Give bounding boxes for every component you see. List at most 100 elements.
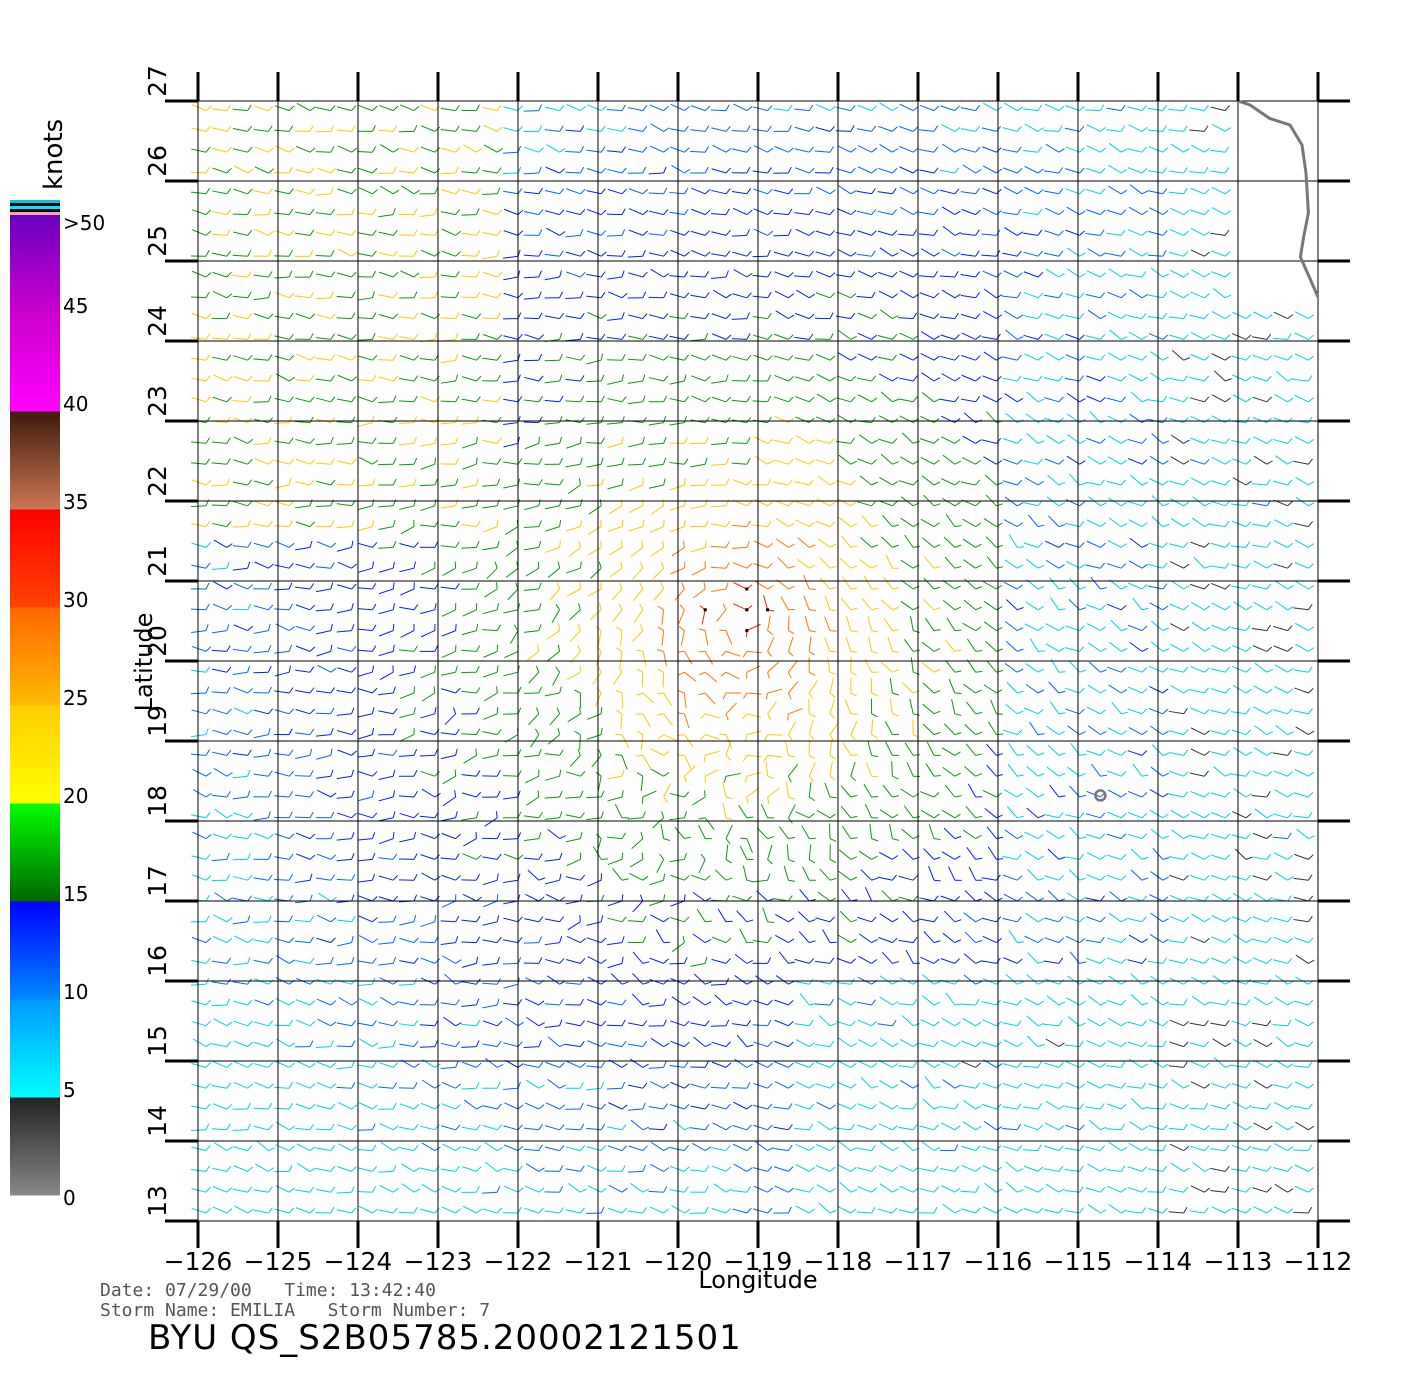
wind-barb	[337, 188, 357, 195]
wind-barb	[1150, 912, 1169, 923]
wind-barb	[482, 354, 502, 361]
wind-barb	[1128, 582, 1148, 590]
wind-barb	[419, 749, 439, 757]
wind-barb	[608, 1184, 628, 1193]
wind-barb	[648, 187, 668, 195]
wind-barb	[965, 805, 983, 819]
wind-barb	[378, 1040, 396, 1049]
wind-barb	[940, 895, 960, 902]
wind-barb	[920, 956, 940, 964]
wind-barb	[440, 104, 460, 112]
wind-barb	[650, 768, 670, 777]
wind-barb	[710, 894, 730, 902]
wind-barb	[399, 1040, 419, 1048]
wind-barb	[586, 271, 606, 278]
wind-barb	[926, 741, 941, 756]
wind-barb	[649, 957, 669, 964]
wind-barb	[461, 541, 480, 549]
wind-barb	[698, 817, 715, 831]
wind-barb	[1003, 581, 1023, 590]
wind-barb	[547, 644, 561, 661]
rain-flag	[745, 587, 749, 591]
wind-barb	[1109, 891, 1128, 902]
colorbar-cap	[10, 209, 60, 212]
wind-barb	[1252, 583, 1272, 590]
wind-barb	[274, 853, 294, 860]
wind-barb	[920, 809, 940, 819]
wind-barb	[1253, 601, 1273, 611]
wind-barb	[753, 999, 773, 1006]
wind-barb	[752, 936, 772, 944]
wind-barb	[698, 692, 716, 705]
wind-barb	[337, 374, 358, 382]
wind-barb	[731, 374, 751, 382]
wind-barb	[606, 1081, 626, 1090]
wind-barb	[963, 683, 982, 694]
wind-barb	[671, 164, 691, 174]
wind-barb	[274, 437, 294, 444]
wind-barb	[1106, 666, 1127, 673]
wind-barb	[1252, 354, 1272, 361]
wind-barb	[380, 1141, 400, 1152]
wind-barb	[523, 1040, 542, 1049]
wind-barb	[719, 629, 733, 645]
wind-barb	[544, 1019, 563, 1029]
wind-barb	[838, 849, 858, 860]
wind-barb	[824, 616, 837, 632]
wind-barb	[1190, 459, 1210, 465]
wind-barb	[315, 208, 335, 216]
axis-labels: −126 −125 −124 −123 −122 −121 −120 −119 −118 −117…	[130, 65, 1352, 1294]
wind-barb	[440, 353, 459, 364]
wind-barb	[191, 375, 211, 382]
wind-barb	[815, 146, 834, 153]
wind-barb	[628, 229, 649, 236]
wind-barb	[1002, 1062, 1023, 1068]
wind-barb	[1231, 1186, 1251, 1193]
wind-barb	[731, 541, 750, 549]
wind-barb	[275, 998, 295, 1006]
wind-barb	[1231, 916, 1252, 923]
wind-barb	[1210, 1123, 1230, 1131]
wind-barb	[836, 1102, 857, 1110]
wind-barb	[544, 250, 564, 257]
wind-barb	[945, 784, 962, 798]
wind-barb	[461, 915, 481, 923]
wind-barb	[358, 998, 378, 1006]
wind-barb	[482, 1185, 501, 1194]
wind-barb	[1168, 749, 1189, 756]
wind-barb	[212, 209, 232, 216]
wind-barb	[1130, 474, 1149, 486]
wind-barb	[525, 1079, 545, 1089]
wind-barb	[419, 520, 439, 528]
wind-barb	[856, 416, 876, 424]
wind-barb	[1023, 229, 1043, 236]
wind-barb	[378, 541, 397, 549]
wind-barb	[510, 624, 519, 644]
wind-barb	[1148, 146, 1169, 153]
wind-barb	[378, 582, 395, 595]
wind-barb	[295, 687, 315, 694]
wind-barb	[857, 230, 877, 236]
wind-barb	[1274, 519, 1294, 528]
wind-barb	[336, 167, 357, 174]
wind-barb	[317, 1018, 337, 1027]
wind-barb	[733, 269, 753, 278]
wind-barb	[566, 436, 582, 449]
wind-barb	[1048, 577, 1066, 590]
wind-barb	[878, 1123, 898, 1131]
wind-barb	[711, 436, 729, 446]
wind-barb	[921, 392, 941, 403]
wind-barb	[1086, 1040, 1106, 1048]
wind-barb	[591, 749, 602, 768]
wind-barb	[983, 518, 1003, 528]
wind-barb	[878, 290, 899, 299]
wind-barb	[255, 1163, 275, 1172]
wind-barb	[840, 597, 858, 611]
wind-barb	[441, 1143, 462, 1152]
wind-barb	[731, 458, 751, 465]
wind-barb	[660, 823, 671, 841]
wind-barb	[877, 438, 898, 444]
wind-barb	[1085, 1145, 1106, 1152]
wind-barb	[461, 645, 481, 652]
wind-barb	[336, 645, 357, 652]
